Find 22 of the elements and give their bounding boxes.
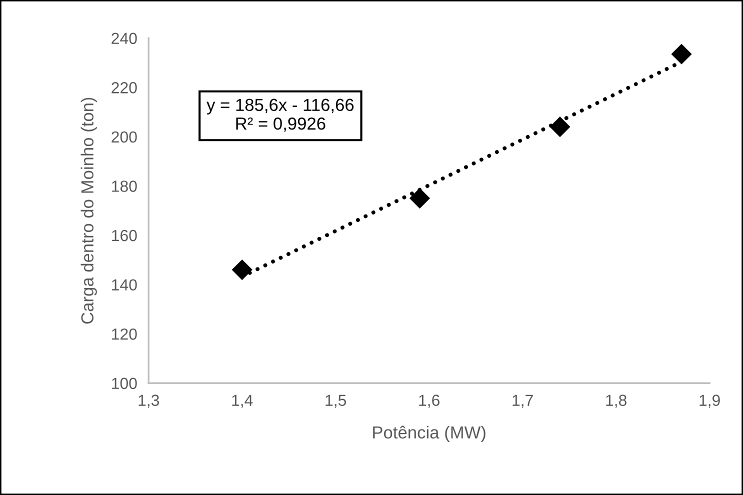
x-axis-title: Potência (MW) <box>373 426 486 442</box>
point <box>232 259 252 280</box>
y-tick-label: 200 <box>112 131 137 143</box>
y-tick-label: 140 <box>112 279 137 290</box>
y-axis-title: Carga dentro do Moinho (ton) <box>80 98 97 324</box>
point <box>671 44 692 64</box>
x-tick-label: 1,4 <box>232 394 253 408</box>
y-tick-label: 220 <box>112 82 137 94</box>
y-tick-label: 180 <box>112 180 137 192</box>
x-tick-label: 1,6 <box>419 394 440 408</box>
x-tick-label: 1,5 <box>326 394 346 408</box>
y-tick-label: 120 <box>112 328 137 340</box>
y-tick-label: 240 <box>112 32 137 44</box>
point <box>550 116 570 138</box>
x-tick-label: 1,3 <box>138 394 159 408</box>
y-tick-label: 160 <box>112 230 137 242</box>
x-tick-label: 1,7 <box>512 394 533 408</box>
y-tick-label: 100 <box>112 378 137 390</box>
x-tick-label: 1,9 <box>700 394 720 408</box>
point <box>409 188 430 209</box>
x-tick-label: 1,8 <box>606 394 626 408</box>
annotation: y = 185,6x - 116,66 R² = 0,9926 <box>206 98 354 132</box>
